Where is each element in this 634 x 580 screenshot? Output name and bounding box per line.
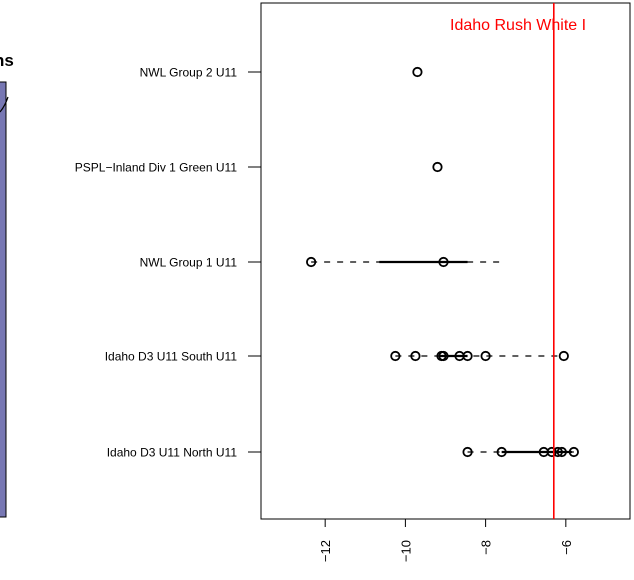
series-layer — [306, 66, 579, 458]
left-panel-title: ns — [0, 51, 14, 70]
x-axis: −12 −10 −8 −6 — [318, 518, 574, 562]
category-label: Idaho D3 U11 North U11 — [107, 446, 238, 460]
data-point — [306, 256, 317, 268]
series-row — [306, 256, 502, 268]
series-row — [432, 161, 443, 173]
data-point — [432, 161, 443, 173]
y-axis: NWL Group 2 U11 PSPL−Inland Div 1 Green U… — [75, 66, 261, 460]
data-point — [438, 256, 449, 268]
reference-line-layer: Idaho Rush White I — [450, 3, 586, 519]
left-panel: ns — [0, 51, 14, 518]
series-row — [462, 446, 579, 458]
x-tick-label: −6 — [559, 540, 574, 555]
x-tick-label: −12 — [318, 540, 333, 562]
data-point — [438, 350, 449, 362]
data-point — [496, 446, 507, 458]
data-point — [412, 66, 423, 78]
category-label: PSPL−Inland Div 1 Green U11 — [75, 161, 238, 175]
data-point — [558, 350, 569, 362]
category-label: Idaho D3 U11 South U11 — [105, 350, 238, 364]
x-tick-label: −8 — [479, 540, 494, 555]
data-point — [568, 446, 579, 458]
category-label: NWL Group 2 U11 — [140, 66, 238, 80]
data-point — [410, 350, 421, 362]
series-row — [412, 66, 423, 78]
reference-line-label: Idaho Rush White I — [450, 17, 586, 34]
category-label: NWL Group 1 U11 — [140, 256, 238, 270]
data-point — [556, 446, 567, 458]
data-point — [462, 446, 473, 458]
series-row — [390, 350, 569, 362]
data-point — [462, 350, 473, 362]
data-point — [546, 446, 557, 458]
data-point — [390, 350, 401, 362]
left-panel-fill — [0, 81, 7, 518]
x-tick-label: −10 — [398, 540, 413, 562]
data-point — [480, 350, 491, 362]
left-panel-arc — [0, 96, 9, 113]
